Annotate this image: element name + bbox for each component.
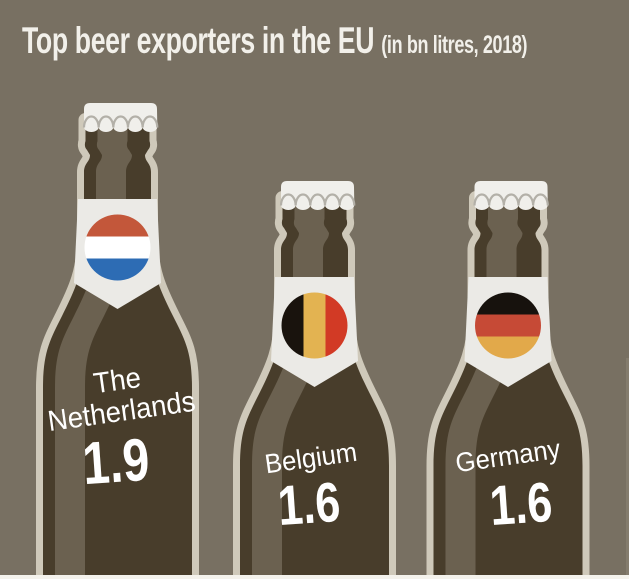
be-flag-stripe-center [303,292,326,359]
be-flag-stripe-left [281,292,304,359]
bottom-border-strip [0,575,629,579]
belgium-flag-icon [281,292,348,359]
nl-flag-stripe-bottom [84,258,151,281]
cropped-bottle-edge [626,358,629,575]
title-subtitle: (in bn litres, 2018) [381,31,528,59]
de-flag-stripe-middle [475,314,541,337]
be-flag-stripe-right [325,292,348,359]
page-title: Top beer exporters in the EU (in bn litr… [22,20,528,62]
value-belgium: 1.6 [275,469,343,538]
germany-flag-icon [475,292,541,359]
netherlands-flag-icon [84,214,151,281]
bottle-netherlands [43,103,192,579]
de-flag-stripe-top [475,292,541,315]
nl-flag-stripe-middle [84,236,151,259]
value-netherlands: 1.9 [80,425,152,498]
value-germany: 1.6 [487,469,555,538]
nl-flag-stripe-top [84,214,151,237]
title-main: Top beer exporters in the EU [22,20,375,61]
de-flag-stripe-bottom [475,336,541,359]
